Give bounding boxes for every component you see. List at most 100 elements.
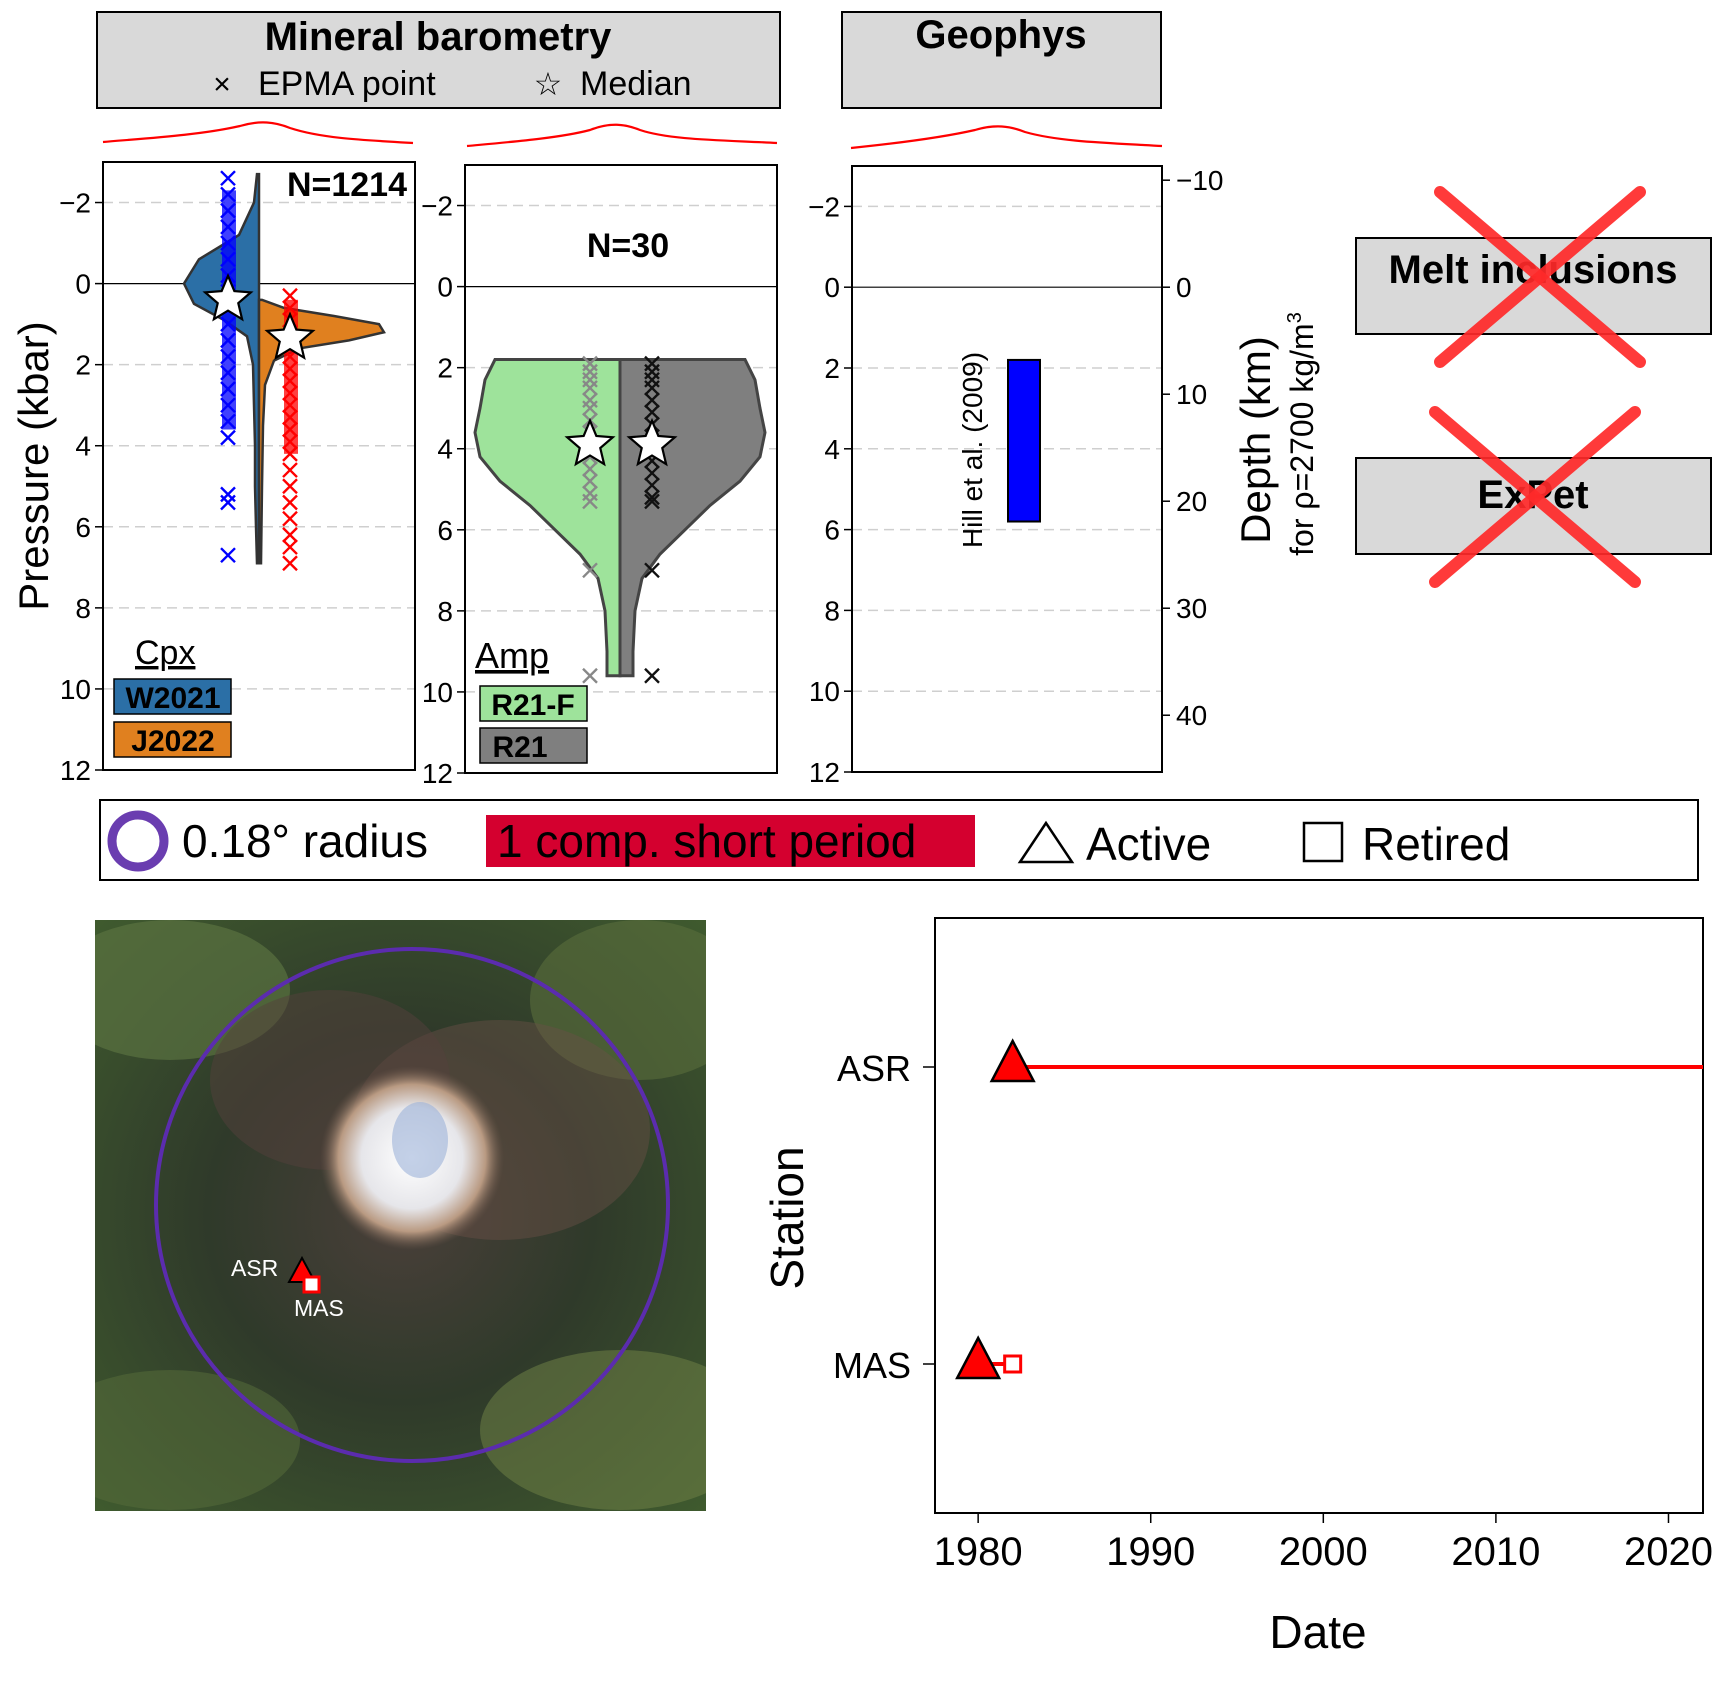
depth-y-ticks: −10 0 10 20 30 40 [1162,165,1224,731]
active-triangle-icon [1017,820,1075,864]
epma-point-r21f [582,380,598,396]
radius-circle-icon [107,810,169,872]
amp-tick-label: 8 [437,596,453,627]
radius-label: 0.18° radius [182,815,428,867]
epma-point-r21f [582,493,598,510]
cpx-tick-label: 0 [75,269,91,300]
epma-point-r21 [644,404,660,421]
violin-r21f [473,358,622,678]
geophys-tick-label: 6 [824,515,840,546]
geophys-header: Geophys [841,11,1162,109]
geophys-gridlines [852,205,1162,692]
violin-w2021 [182,172,261,565]
median-star-r21f [564,417,616,467]
date-axis-label: Date [1269,1606,1366,1658]
station-timeline: 1980 1990 2000 2010 2020 ASR MAS Date Station [761,917,1713,1658]
epma-label: EPMA point [258,65,436,103]
depth-tick-label: 10 [1176,379,1207,410]
cpx-tick-label: −2 [59,188,91,219]
median-star-icon: ☆ [534,66,563,102]
density-curves [102,121,1163,150]
hill-2009-bar [1007,358,1041,523]
timeline-marks [955,1038,1703,1380]
geophys-tick-label: 12 [809,757,840,788]
retired-square-icon [1302,821,1344,863]
epma-point-j2022 [282,510,298,527]
amp-tick-label: 2 [437,353,453,384]
pressure-axis-label: Pressure (kbar) [10,321,57,610]
amp-panel: −2 0 2 4 6 8 10 12 N=30 Amp R21-F R21 [421,164,778,789]
epma-point-w2021 [220,547,236,564]
amp-y-ticks: −2 0 2 4 6 8 10 12 [421,191,465,789]
epma-point-r21 [644,493,660,510]
depth-tick-label: 30 [1176,593,1207,624]
geophys-panel: Hill et al. (2009) −2 0 2 4 6 8 10 12 −10 0 10 20 3… [808,165,1224,788]
map-label-asr: ASR [231,1255,278,1281]
epma-point-j2022 [282,539,298,555]
amp-tick-label: 12 [422,758,453,789]
epma-point-r21 [644,380,660,396]
epma-point-j2022 [282,494,298,511]
median-label: Median [580,65,692,103]
map-station-asr: ASR [231,1255,317,1283]
map-station-mas: MAS [294,1275,344,1321]
epma-point-r21f [582,667,598,684]
epma-point-r21 [644,465,660,481]
geophys-tick-label: 4 [824,434,840,465]
date-tick-label: 2000 [1279,1530,1368,1574]
active-label: Active [1086,818,1211,870]
retired-label: Retired [1362,818,1510,870]
depth-axis-label: Depth (km) [1232,336,1279,544]
epma-point-w2021 [220,429,236,446]
median-star-j2022 [264,311,316,361]
amp-tick-label: −2 [421,191,453,222]
satellite-map [95,920,706,1511]
cpx-y-ticks: −2 0 2 4 6 8 10 12 [59,188,103,786]
cpx-group-label: Cpx [135,634,195,672]
cpx-points [202,170,316,572]
radius-circle [154,947,670,1463]
cpx-tick-label: 6 [75,512,91,543]
station-axis-label: Station [761,1146,813,1289]
epma-point-r21f [582,562,598,579]
cpx-tick-label: 8 [75,593,91,624]
legend-r21f: R21-F [491,689,574,722]
amp-tick-label: 10 [422,677,453,708]
active-marker-mas [955,1335,1002,1380]
cpx-n-label: N=1214 [287,166,407,204]
violin-r21 [618,358,767,678]
epma-point-j2022 [282,478,298,495]
epma-point-r21 [644,392,660,408]
hill-bar-label: Hill et al. (2009) [957,352,988,548]
epma-point-r21f [582,461,598,477]
expet-box: ExPet [1355,406,1712,588]
amp-points [564,355,678,684]
median-star-r21 [626,417,678,467]
active-marker-asr [989,1038,1036,1083]
epma-point-r21f [582,473,598,490]
geophys-tick-label: 10 [809,676,840,707]
epma-point-j2022 [282,555,298,572]
epma-cross-icon: × [213,68,231,101]
legend-strip: 0.18° radius 1 comp. short period Active… [99,799,1699,881]
barometry-header: Mineral barometry × EPMA point ☆ Median [96,11,781,109]
geophys-tick-label: 8 [824,595,840,626]
epma-point-r21 [644,562,660,579]
depth-tick-label: 40 [1176,700,1207,731]
amp-tick-label: 0 [437,272,453,303]
legend-j2022: J2022 [131,725,214,758]
median-star-w2021 [202,272,254,322]
date-tick-label: 2010 [1451,1530,1540,1574]
epma-point-r21f [582,400,598,417]
amp-tick-label: 4 [437,434,453,465]
retired-marker-mas [1003,1354,1023,1374]
cpx-tick-label: 12 [60,755,91,786]
geophys-y-ticks: −2 0 2 4 6 8 10 12 [808,191,852,788]
amp-tick-label: 6 [437,515,453,546]
geophys-tick-label: −2 [808,191,840,222]
geophys-tick-label: 0 [824,272,840,303]
barometry-title: Mineral barometry [265,15,613,59]
station-tick-label: ASR [837,1048,911,1089]
amp-n-label: N=30 [587,227,669,265]
